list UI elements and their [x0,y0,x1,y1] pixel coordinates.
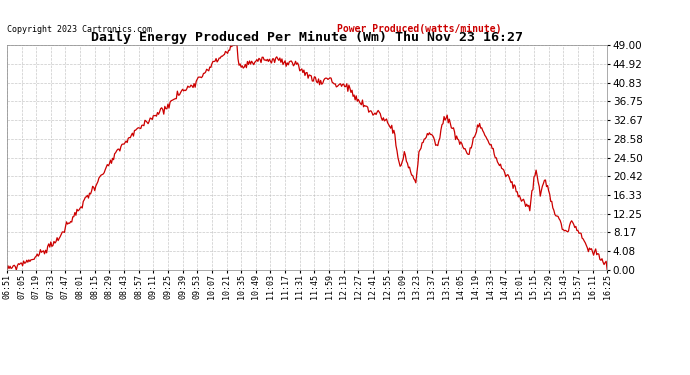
Title: Daily Energy Produced Per Minute (Wm) Thu Nov 23 16:27: Daily Energy Produced Per Minute (Wm) Th… [91,31,523,44]
Text: Copyright 2023 Cartronics.com: Copyright 2023 Cartronics.com [7,25,152,34]
Text: Power Produced(watts/minute): Power Produced(watts/minute) [337,24,502,34]
